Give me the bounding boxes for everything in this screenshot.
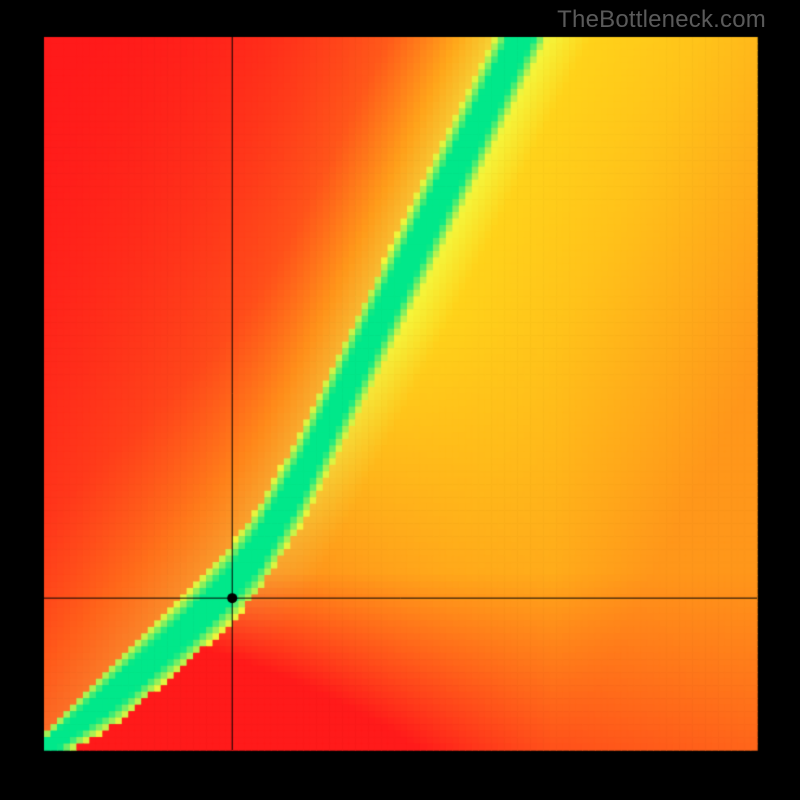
chart-container: { "watermark": { "text": "TheBottleneck.… — [0, 0, 800, 800]
bottleneck-heatmap — [0, 0, 800, 800]
watermark-text: TheBottleneck.com — [557, 6, 766, 34]
